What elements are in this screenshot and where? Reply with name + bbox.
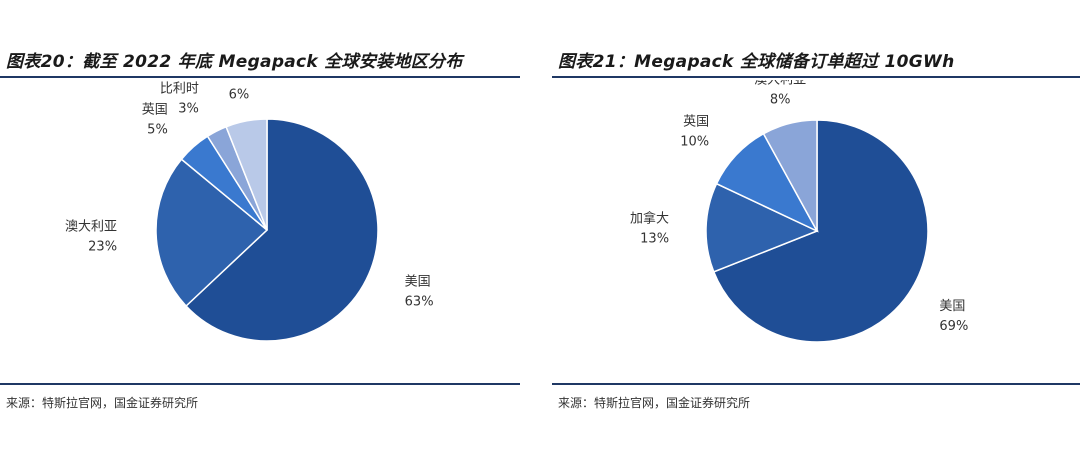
pie-slice-1 bbox=[705, 182, 819, 273]
slice-percent-label: 23% bbox=[88, 240, 117, 255]
pie-slice-4 bbox=[225, 118, 268, 231]
slice-percent-label: 8% bbox=[770, 93, 791, 108]
chart-panel-install-distribution: 图表20：截至 2022 年底 Megapack 全球安装地区分布 美国 63% 澳… bbox=[0, 0, 520, 454]
slice-percent-label: 63% bbox=[405, 295, 434, 310]
slice-label: 其他 bbox=[226, 80, 252, 83]
slice-percent-label: 69% bbox=[939, 319, 968, 334]
slice-label: 英国 bbox=[683, 115, 709, 130]
slice-percent-label: 5% bbox=[147, 122, 168, 137]
slice-label: 澳大利亚 bbox=[65, 219, 117, 235]
slice-percent-label: 13% bbox=[640, 231, 669, 246]
title-divider bbox=[0, 76, 520, 78]
slice-label: 美国 bbox=[405, 275, 431, 290]
slice-label: 英国 bbox=[142, 102, 168, 117]
pie-chart-order-backlog: 美国 69% 加拿大 13% 英国 10% 澳大利亚 8% bbox=[630, 80, 968, 343]
chart-title: 图表20：截至 2022 年底 Megapack 全球安装地区分布 bbox=[6, 52, 463, 72]
pie-chart-install-distribution: 美国 63% 澳大利亚 23% 英国 5% 比利时 3% 其他 6% bbox=[65, 80, 434, 342]
source-note: 来源：特斯拉官网，国金证券研究所 bbox=[558, 396, 751, 410]
slice-label: 美国 bbox=[939, 299, 965, 314]
source-divider bbox=[552, 383, 1080, 385]
source-divider bbox=[0, 383, 520, 385]
source-note: 来源：特斯拉官网，国金证券研究所 bbox=[6, 396, 199, 410]
slice-label: 比利时 bbox=[160, 81, 199, 96]
slice-percent-label: 6% bbox=[229, 88, 250, 103]
pie-slice-3 bbox=[762, 119, 818, 232]
slice-label: 加拿大 bbox=[630, 210, 669, 226]
slice-percent-label: 3% bbox=[178, 101, 199, 116]
pie-slice-1 bbox=[155, 158, 269, 308]
chart-title: 图表21：Megapack 全球储备订单超过 10GWh bbox=[558, 52, 955, 72]
slice-label: 澳大利亚 bbox=[754, 80, 806, 88]
pie-slice-0 bbox=[712, 119, 929, 343]
pie-slice-0 bbox=[185, 118, 379, 342]
slice-percent-label: 10% bbox=[680, 135, 709, 150]
title-divider bbox=[552, 76, 1080, 78]
chart-panel-order-backlog: 图表21：Megapack 全球储备订单超过 10GWh 美国 69% 加拿大 13%… bbox=[552, 0, 1080, 454]
